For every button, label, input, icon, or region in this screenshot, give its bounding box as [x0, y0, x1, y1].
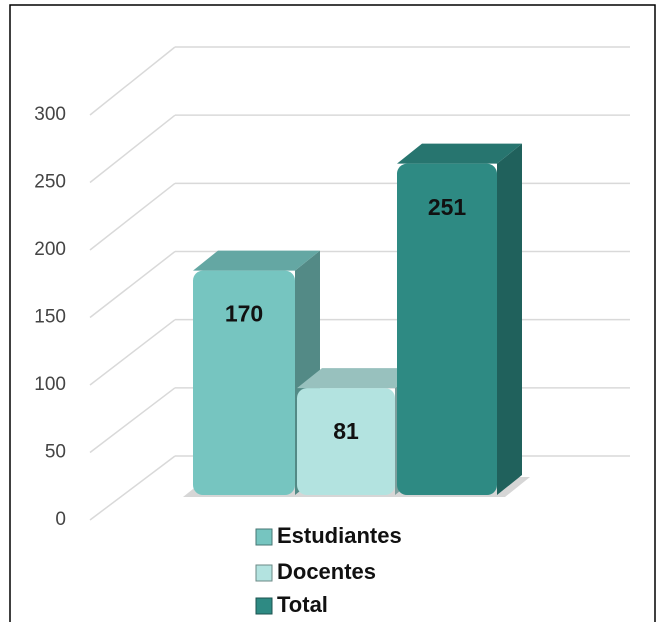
y-tick-label: 150 — [34, 307, 66, 328]
grid-line — [89, 455, 176, 521]
y-tick-label: 200 — [34, 239, 66, 260]
legend-swatch — [255, 564, 273, 582]
grid-line — [89, 46, 176, 116]
legend-swatch — [255, 597, 273, 615]
bar — [397, 163, 497, 495]
grid-line — [89, 319, 176, 386]
legend-label: Total — [277, 592, 328, 617]
grid-line — [89, 182, 176, 251]
value-label: 81 — [333, 418, 359, 444]
y-tick-label: 0 — [55, 509, 66, 530]
y-tick-label: 100 — [34, 374, 66, 395]
bar-top — [397, 143, 522, 164]
bar-top — [297, 368, 420, 389]
bar-top — [193, 250, 320, 271]
bar — [297, 388, 395, 495]
chart-border — [9, 4, 656, 622]
grid-line — [89, 114, 176, 184]
value-label: 170 — [225, 301, 263, 327]
legend-swatch — [255, 528, 273, 546]
y-tick-label: 250 — [34, 172, 66, 193]
legend-label: Docentes — [277, 559, 376, 584]
y-tick-label: 50 — [45, 442, 66, 463]
y-tick-label: 300 — [34, 104, 66, 125]
value-label: 251 — [428, 194, 467, 220]
legend-label: Estudiantes — [277, 523, 402, 548]
grid-line — [89, 387, 176, 454]
bar — [193, 270, 295, 495]
bar-side — [497, 143, 522, 495]
grid-line — [89, 250, 176, 319]
